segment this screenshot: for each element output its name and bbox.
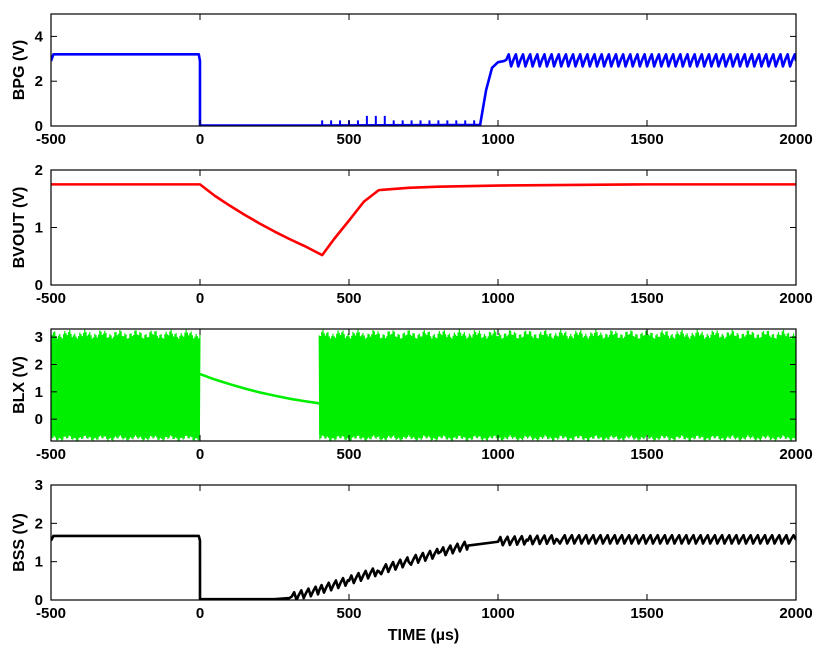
y-tick-label-blx-3: 3 <box>35 329 43 346</box>
x-tick-label-bvout-0: -500 <box>36 290 66 307</box>
x-tick-label-blx-3: 1000 <box>481 446 514 463</box>
x-tick-label-bvout-2: 500 <box>336 290 361 307</box>
series-line-bvout <box>51 183 796 257</box>
x-tick-label-bvout-1: 0 <box>196 290 204 307</box>
x-tick-label-bpg-2: 500 <box>336 131 361 148</box>
x-tick-label-bss-3: 1000 <box>481 605 514 622</box>
switching-fill-blx-1 <box>319 338 796 435</box>
axes-frame-bss <box>50 484 797 601</box>
x-tick-label-blx-5: 2000 <box>779 446 812 463</box>
x-tick-label-blx-2: 500 <box>336 446 361 463</box>
x-tick-label-bvout-3: 1000 <box>481 290 514 307</box>
y-tick-label-bss-3: 3 <box>35 477 43 494</box>
y-tick-label-bpg-1: 2 <box>35 73 43 90</box>
bpg-ringing-spikes <box>321 115 476 126</box>
series-line-bss <box>51 533 796 600</box>
x-tick-label-bpg-5: 2000 <box>779 131 812 148</box>
y-tick-label-bss-2: 2 <box>35 515 43 532</box>
y-axis-label-bvout: BVOUT (V) <box>11 187 28 269</box>
y-axis-label-bpg: BPG (V) <box>11 40 28 100</box>
switching-fill-blx-0 <box>51 338 200 435</box>
x-tick-label-bss-2: 500 <box>336 605 361 622</box>
x-tick-label-bpg-4: 1500 <box>630 131 663 148</box>
x-tick-label-bvout-4: 1500 <box>630 290 663 307</box>
y-axis-label-blx: BLX (V) <box>11 356 28 414</box>
y-tick-label-bpg-2: 4 <box>35 28 44 45</box>
x-tick-label-bss-4: 1500 <box>630 605 663 622</box>
plot-area-blx <box>51 329 796 441</box>
plot-area-bpg <box>51 53 796 126</box>
x-tick-label-bvout-5: 2000 <box>779 290 812 307</box>
y-tick-label-bss-0: 0 <box>35 592 43 609</box>
plot-area-bvout <box>51 183 796 257</box>
x-axis-label-bss: TIME (µs) <box>388 627 459 644</box>
y-tick-label-blx-2: 2 <box>35 357 43 374</box>
x-tick-label-blx-1: 0 <box>196 446 204 463</box>
plot-area-bss <box>51 533 796 600</box>
y-tick-label-blx-0: 0 <box>35 411 43 428</box>
series-line-bpg <box>51 53 796 126</box>
chart-blx: -500 0 500 1000 1500 2000 0 1 2 3 BLX (V) <box>11 328 813 463</box>
y-tick-label-blx-1: 1 <box>35 384 43 401</box>
axes-frame-blx <box>50 328 797 442</box>
x-tick-label-bpg-3: 1000 <box>481 131 514 148</box>
series-line-blx <box>199 372 323 406</box>
y-tick-label-bss-1: 1 <box>35 554 43 571</box>
y-tick-label-bpg-0: 0 <box>35 118 43 135</box>
y-tick-label-bvout-1: 1 <box>35 220 43 237</box>
x-tick-label-bss-1: 0 <box>196 605 204 622</box>
x-tick-label-blx-0: -500 <box>36 446 66 463</box>
x-tick-label-bss-0: -500 <box>36 605 66 622</box>
x-tick-label-bpg-0: -500 <box>36 131 66 148</box>
x-tick-label-blx-4: 1500 <box>630 446 663 463</box>
x-tick-label-bpg-1: 0 <box>196 131 204 148</box>
x-tick-label-bss-5: 2000 <box>779 605 812 622</box>
axes-frame-bpg <box>50 13 797 127</box>
y-axis-label-bss: BSS (V) <box>11 513 28 572</box>
y-tick-label-bvout-2: 2 <box>35 162 43 179</box>
y-tick-label-bvout-0: 0 <box>35 277 43 294</box>
